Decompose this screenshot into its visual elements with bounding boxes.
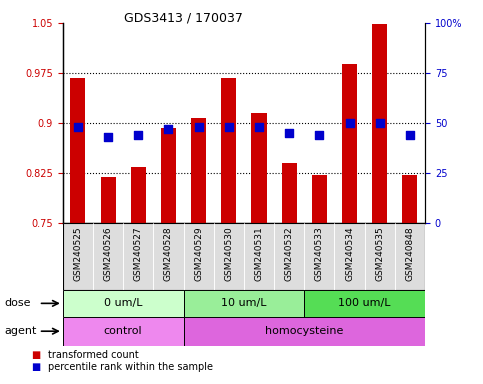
Text: GSM240531: GSM240531 — [255, 226, 264, 281]
Text: GSM240532: GSM240532 — [284, 226, 294, 281]
Bar — [184, 290, 304, 317]
Text: GSM240527: GSM240527 — [134, 226, 143, 281]
Point — [104, 134, 112, 140]
Bar — [221, 78, 236, 223]
Text: 0 um/L: 0 um/L — [104, 298, 142, 308]
Point — [346, 120, 354, 126]
Text: homocysteine: homocysteine — [265, 326, 343, 336]
Bar — [71, 78, 85, 223]
Bar — [63, 317, 184, 346]
Text: control: control — [104, 326, 142, 336]
Bar — [395, 223, 425, 290]
Bar — [213, 223, 244, 290]
Text: GDS3413 / 170037: GDS3413 / 170037 — [124, 12, 243, 25]
Text: GSM240533: GSM240533 — [315, 226, 324, 281]
Text: percentile rank within the sample: percentile rank within the sample — [48, 362, 213, 372]
Point — [255, 124, 263, 130]
Text: GSM240535: GSM240535 — [375, 226, 384, 281]
Text: ■: ■ — [31, 362, 41, 372]
Text: GSM240848: GSM240848 — [405, 226, 414, 281]
Bar — [365, 223, 395, 290]
Bar — [252, 113, 267, 223]
Point — [134, 132, 142, 138]
Text: GSM240525: GSM240525 — [73, 226, 83, 281]
Text: dose: dose — [5, 298, 31, 308]
Bar — [184, 223, 213, 290]
Point — [225, 124, 233, 130]
Bar — [402, 175, 417, 223]
Bar — [131, 167, 146, 223]
Bar — [372, 24, 387, 223]
Text: GSM240526: GSM240526 — [103, 226, 113, 281]
Point — [74, 124, 82, 130]
Bar — [282, 163, 297, 223]
Bar — [100, 177, 115, 223]
Bar — [191, 118, 206, 223]
Bar — [184, 317, 425, 346]
Text: ■: ■ — [31, 350, 41, 360]
Text: GSM240530: GSM240530 — [224, 226, 233, 281]
Bar — [161, 127, 176, 223]
Point — [195, 124, 202, 130]
Text: GSM240534: GSM240534 — [345, 226, 354, 281]
Point — [165, 126, 172, 132]
Bar — [93, 223, 123, 290]
Bar — [342, 64, 357, 223]
Bar — [304, 223, 334, 290]
Point — [406, 132, 414, 138]
Bar — [304, 290, 425, 317]
Bar — [154, 223, 184, 290]
Bar — [63, 223, 93, 290]
Text: agent: agent — [5, 326, 37, 336]
Text: GSM240529: GSM240529 — [194, 226, 203, 281]
Bar — [312, 175, 327, 223]
Text: 10 um/L: 10 um/L — [221, 298, 267, 308]
Point — [376, 120, 384, 126]
Point — [315, 132, 323, 138]
Text: transformed count: transformed count — [48, 350, 139, 360]
Bar — [244, 223, 274, 290]
Text: GSM240528: GSM240528 — [164, 226, 173, 281]
Bar — [274, 223, 304, 290]
Bar — [334, 223, 365, 290]
Point — [285, 130, 293, 136]
Bar — [63, 290, 184, 317]
Bar — [123, 223, 154, 290]
Text: 100 um/L: 100 um/L — [339, 298, 391, 308]
